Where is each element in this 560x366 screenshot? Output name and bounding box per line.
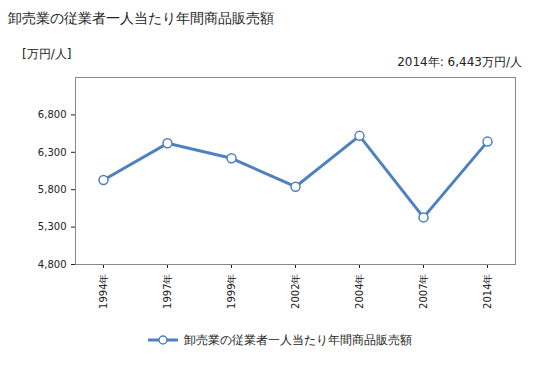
svg-text:1999年: 1999年 xyxy=(226,274,237,309)
html-text:[万円/人]: [万円/人] xyxy=(22,47,72,61)
svg-text:2014年: 2014年 xyxy=(482,274,493,309)
svg-text:1994年: 1994年 xyxy=(98,274,109,309)
svg-text:2002年: 2002年 xyxy=(290,274,301,309)
svg-text:1997年: 1997年 xyxy=(162,274,173,309)
svg-text:5,300: 5,300 xyxy=(38,221,67,232)
html-text:2014年: 6,443万円/人: 2014年: 6,443万円/人 xyxy=(397,55,522,69)
html-text:卸売業の従業者一人当たり年間商品販売額: 卸売業の従業者一人当たり年間商品販売額 xyxy=(8,10,274,26)
html-text:卸売業の従業者一人当たり年間商品販売額: 卸売業の従業者一人当たり年間商品販売額 xyxy=(184,332,412,347)
svg-text:6,300: 6,300 xyxy=(38,147,67,158)
svg-text:2007年: 2007年 xyxy=(418,274,429,309)
svg-text:6,800: 6,800 xyxy=(38,109,67,120)
svg-text:5,800: 5,800 xyxy=(38,184,67,195)
svg-text:4,800: 4,800 xyxy=(38,259,67,270)
svg-text:2004年: 2004年 xyxy=(354,274,365,309)
